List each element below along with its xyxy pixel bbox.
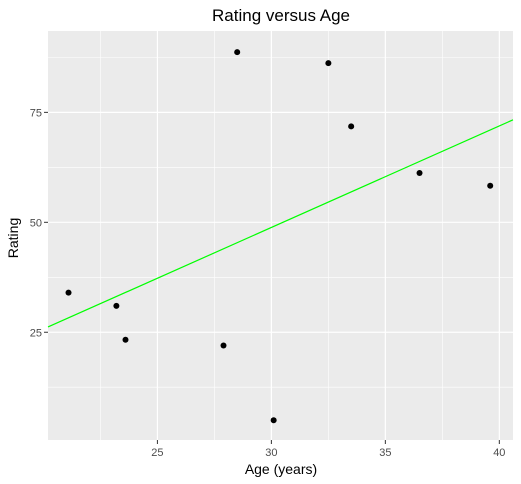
minor-gridlines [48,31,513,440]
data-point [487,182,494,189]
x-tick-label: 40 [493,447,505,459]
points-layer [65,49,494,424]
x-tick-label: 25 [151,447,163,459]
data-point [220,342,227,349]
data-point [113,302,120,309]
major-gridlines [48,31,513,440]
y-tick-label: 50 [30,217,42,229]
y-axis-title: Rating [5,218,21,258]
y-axis-ticks: 25 50 75 [30,107,48,339]
x-tick-label: 35 [379,447,391,459]
data-point [416,170,423,177]
x-axis-ticks: 25 30 35 40 [151,440,505,459]
chart-title: Rating versus Age [212,6,350,25]
data-point [325,60,332,67]
plot-panel [48,31,513,440]
fit-line-layer [47,119,514,328]
x-axis-title: Age (years) [245,461,317,477]
data-point [65,289,72,296]
x-tick-label: 30 [265,447,277,459]
data-point [270,417,277,424]
data-point [122,336,129,343]
y-tick-label: 75 [30,107,42,119]
y-tick-label: 25 [30,327,42,339]
fit-line [47,119,514,328]
data-point [234,49,241,56]
data-point [348,123,355,130]
